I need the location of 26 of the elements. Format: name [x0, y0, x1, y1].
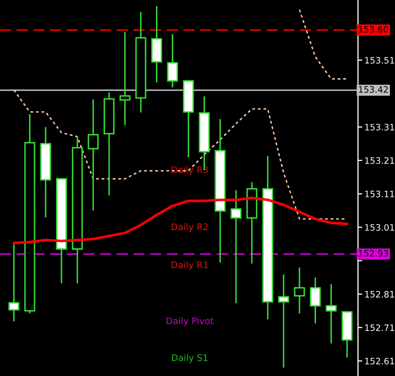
y-tick-label: 153.51: [365, 56, 394, 64]
candlestick: [326, 284, 337, 344]
candlestick: [294, 267, 305, 314]
candlestick: [167, 34, 178, 88]
candlestick: [119, 32, 130, 126]
y-tick-label: 152.71: [365, 324, 394, 331]
ref-line-label: 153.42: [358, 86, 388, 93]
annotation: Daily S1: [172, 354, 208, 363]
candlestick: [8, 244, 20, 322]
line-series: [12, 196, 348, 244]
y-tick-label: 152.61: [365, 358, 394, 364]
y-tick-label: 153.21: [365, 157, 394, 164]
candlestick: [88, 99, 99, 211]
y-tick-label: 153.01: [365, 224, 394, 231]
ref-line-label: 153.60: [358, 26, 388, 33]
annotation: Daily Pivot: [166, 317, 214, 326]
y-tick-label: 153.11: [365, 190, 394, 198]
y-tick-label: 153.31: [365, 124, 394, 130]
candlestick: [151, 6, 162, 83]
candlestick: [310, 277, 321, 324]
ref-line-label: 152.93: [358, 250, 388, 257]
y-tick-label: 152.81: [365, 290, 394, 298]
candlestick: [278, 274, 290, 368]
annotation: Daily R1: [172, 261, 208, 270]
annotation: Daily R2: [172, 223, 208, 232]
candlestick: [230, 190, 242, 304]
